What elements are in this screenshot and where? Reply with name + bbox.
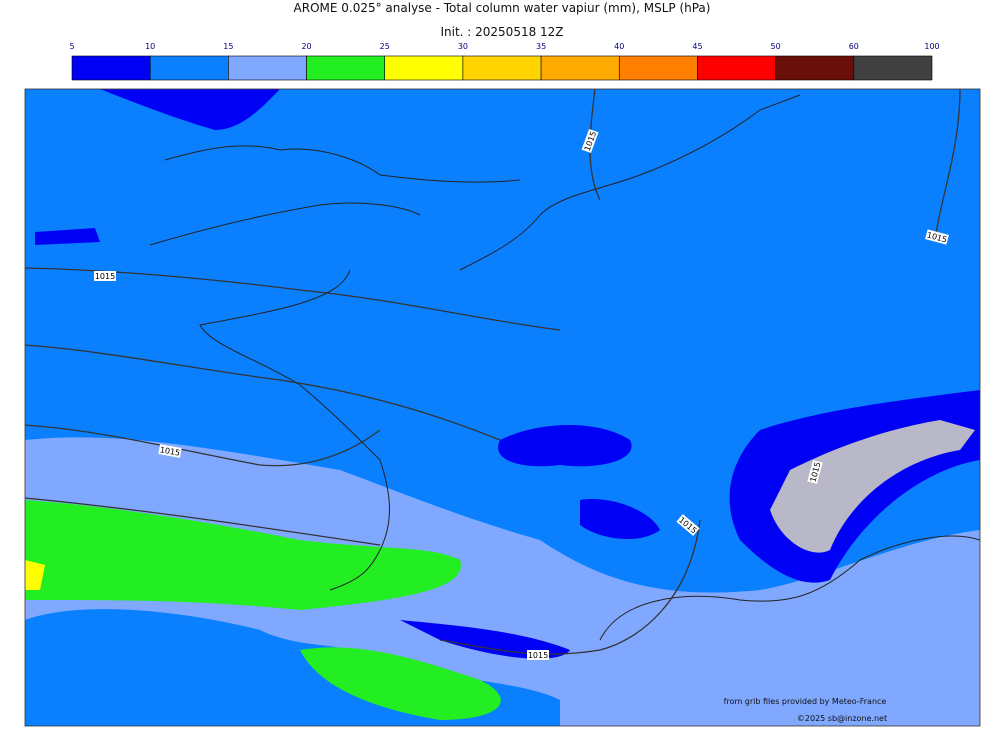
- map-frame: [24, 88, 981, 727]
- colorbar-tick-label: 35: [536, 42, 546, 51]
- colorbar-tick-label: 10: [145, 42, 155, 51]
- isobar-label-bg: [925, 229, 949, 245]
- isobar-label-bg: [807, 460, 823, 484]
- isobar-label-text: 1015: [528, 651, 548, 660]
- isobar-label-bg: [527, 650, 549, 660]
- colorbar-segment: [853, 55, 933, 81]
- colorbar-tick-label: 20: [301, 42, 311, 51]
- colorbar-tick-label: 25: [380, 42, 390, 51]
- colorbar-segment: [384, 55, 464, 81]
- colorbar-segment: [228, 55, 307, 81]
- colorbar-tick-label: 60: [849, 42, 859, 51]
- isobar-label: 1015: [94, 271, 116, 281]
- colorbar-segment: [149, 55, 229, 81]
- coastlines: [149, 94, 980, 641]
- init-time: Init. : 20250518 12Z: [440, 25, 563, 39]
- colorbar-tick-label: 40: [614, 42, 624, 51]
- isobar-label-bg: [94, 271, 116, 281]
- colorbar-tick-label: 100: [924, 42, 939, 51]
- title: AROME 0.025° analyse - Total column wate…: [294, 1, 711, 15]
- isobar-label: 1015: [158, 444, 182, 458]
- source-credit: from grib files provided by Meteo-France: [724, 697, 887, 706]
- light-area: [860, 565, 980, 726]
- colorbar-tick-label: 30: [458, 42, 468, 51]
- isobar-label: 1015: [527, 650, 549, 660]
- gray-area: [770, 420, 975, 553]
- isobar-label-bg: [158, 444, 182, 458]
- isobar-label-bg: [581, 128, 599, 154]
- copyright: ©2025 sb@inzone.net: [797, 714, 887, 723]
- colorbar-tick-label: 15: [223, 42, 233, 51]
- colorbar-segment: [306, 55, 386, 81]
- colorbar-tick-label: 50: [771, 42, 781, 51]
- colorbar: 5 10 15 20 25 30 35 40 45 50 60 100: [69, 42, 940, 81]
- isobar-label-text: 1015: [159, 445, 181, 457]
- dark-area: [100, 89, 280, 130]
- isobar-label-text: 1015: [95, 272, 115, 281]
- yellow-area: [25, 560, 45, 590]
- isobar-label-bg: [676, 514, 700, 536]
- colorbar-segment: [697, 55, 776, 81]
- dark-area: [580, 499, 660, 540]
- green-area: [300, 647, 501, 720]
- colorbar-tick-label: 5: [69, 42, 74, 51]
- dark-area: [35, 228, 100, 245]
- dark-area: [498, 425, 632, 467]
- colorbar-segment: [540, 55, 620, 81]
- colorbar-segment: [462, 55, 542, 81]
- colorbar-segment: [775, 55, 855, 81]
- green-area: [25, 500, 461, 610]
- colorbar-segment: [618, 55, 698, 81]
- colorbar-segment: [71, 55, 151, 81]
- dark-area: [400, 620, 570, 659]
- colorbar-tick-label: 45: [692, 42, 702, 51]
